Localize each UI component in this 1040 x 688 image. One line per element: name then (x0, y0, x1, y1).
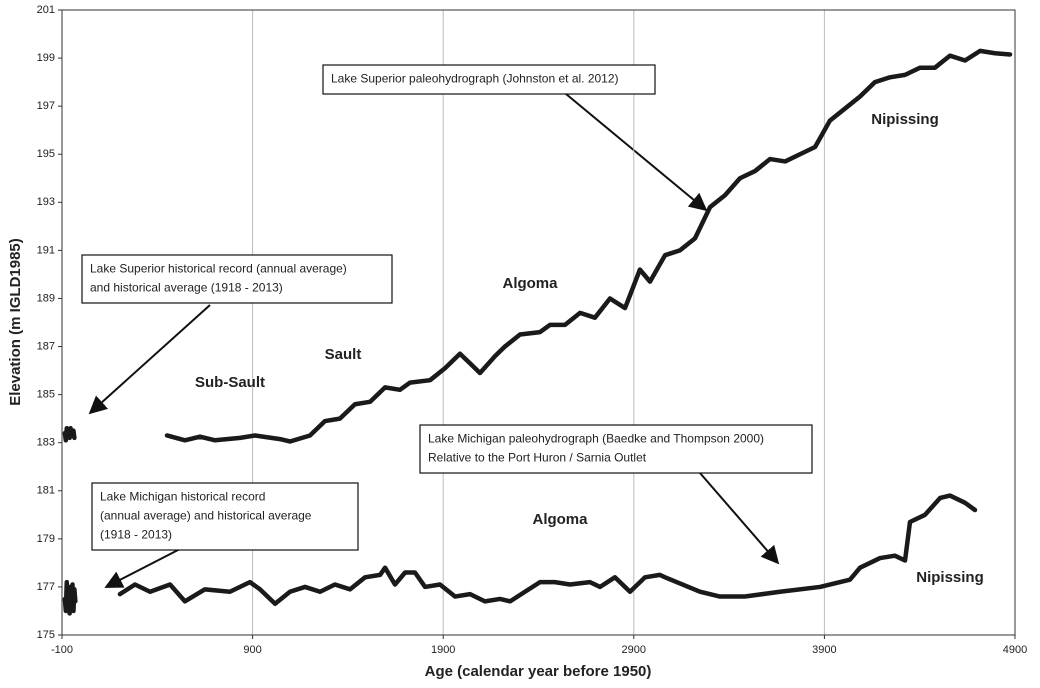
annotation: Sub-Sault (195, 374, 265, 391)
y-tick-label: 187 (37, 340, 55, 352)
arrows (88, 88, 780, 588)
series-line (62, 426, 77, 443)
callout-text: Relative to the Port Huron / Sarnia Outl… (428, 451, 647, 465)
annotation: Algoma (532, 511, 588, 528)
series-line (62, 579, 78, 616)
callout: Lake Superior paleohydrograph (Johnston … (322, 64, 656, 95)
y-tick-label: 177 (37, 581, 55, 593)
callout-text: Lake Michigan historical record (100, 490, 265, 504)
y-tick-label: 199 (37, 52, 55, 64)
y-tick-label: 181 (37, 485, 55, 497)
arrow (104, 548, 181, 588)
x-tick-label: 900 (243, 644, 261, 656)
callout-text: Lake Michigan paleohydrograph (Baedke an… (428, 432, 764, 446)
y-tick-label: 183 (37, 437, 55, 449)
callout-text: (1918 - 2013) (100, 528, 172, 542)
series-line (164, 48, 1013, 444)
y-tick-label: 201 (37, 4, 55, 16)
annotation: Algoma (502, 275, 558, 292)
y-tick-label: 197 (37, 100, 55, 112)
x-tick-label: 3900 (812, 644, 836, 656)
callout-text: Lake Superior historical record (annual … (90, 262, 347, 276)
y-tick-label: 191 (37, 244, 55, 256)
callout: Lake Superior historical record (annual … (81, 254, 393, 304)
y-tick-label: 189 (37, 292, 55, 304)
callout-box (81, 254, 393, 304)
callout-text: Lake Superior paleohydrograph (Johnston … (331, 72, 619, 86)
x-tick-label: -100 (51, 644, 73, 656)
arrow (88, 304, 211, 415)
x-tick-label: 4900 (1003, 644, 1027, 656)
x-axis-label: Age (calendar year before 1950) (425, 663, 652, 680)
annotation: Nipissing (871, 111, 939, 128)
y-tick-label: 175 (37, 629, 55, 641)
callout-box (419, 424, 813, 474)
annotation: Sault (325, 346, 362, 363)
y-tick-label: 185 (37, 389, 55, 401)
x-tick-label: 1900 (431, 644, 455, 656)
callout: Lake Michigan historical record (annual a… (91, 482, 359, 551)
x-tick-label: 2900 (622, 644, 646, 656)
plot-frame (61, 9, 1016, 636)
y-axis-label: Elevation (m IGLD1985) (7, 238, 24, 406)
callout-text: (annual average) and historical average (100, 509, 312, 523)
y-tick-label: 179 (37, 533, 55, 545)
callout-box (322, 64, 656, 95)
callout-text: and historical average (1918 - 2013) (90, 281, 283, 295)
arrow (699, 472, 780, 565)
y-tick-label: 195 (37, 148, 55, 160)
callout: Lake Michigan paleohydrograph (Baedke an… (419, 424, 813, 474)
arrow (559, 88, 708, 212)
annotation: Nipissing (916, 569, 984, 586)
series-line (117, 493, 978, 606)
callout-box (91, 482, 359, 551)
y-tick-label: 193 (37, 196, 55, 208)
